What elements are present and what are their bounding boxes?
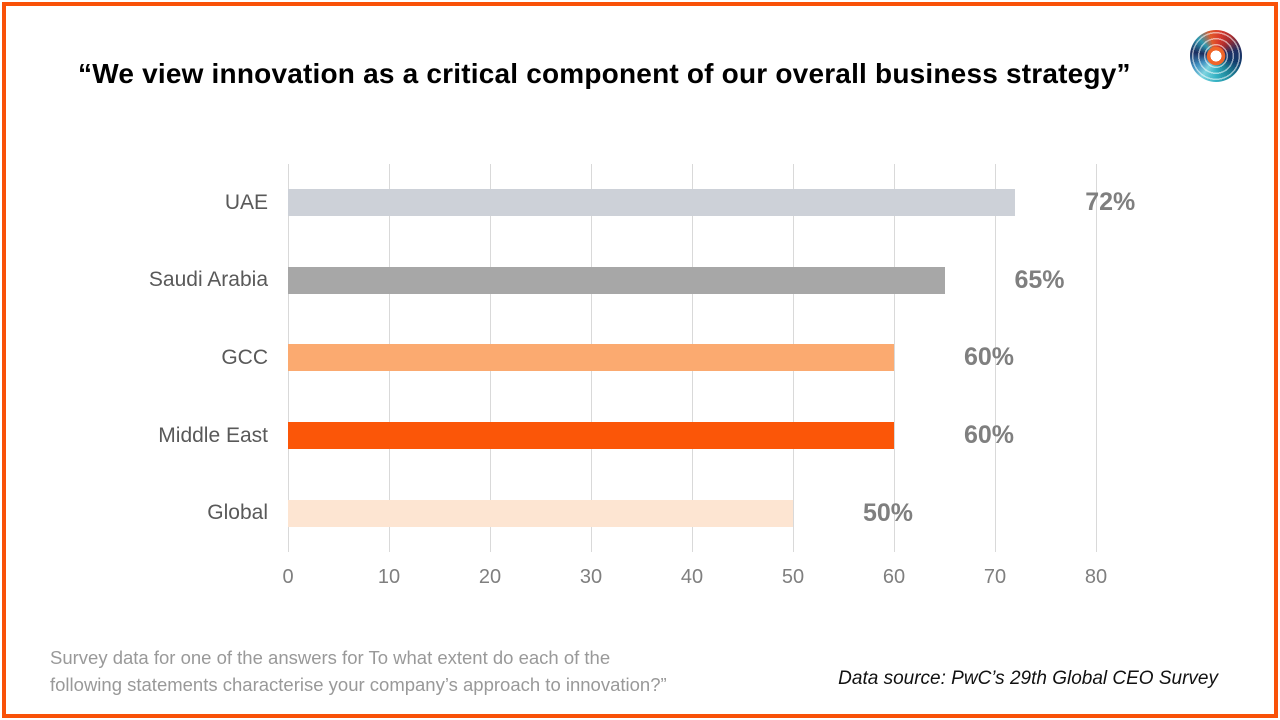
gridline-x-70	[995, 164, 996, 552]
bar-row-global: Global 50%	[207, 474, 1096, 552]
survey-footnote: Survey data for one of the answers for T…	[50, 647, 667, 695]
x-axis-tick-20: 20	[478, 566, 502, 588]
data-source-caption: Data source: PwC’s 29th Global CEO Surve…	[838, 668, 1218, 689]
x-axis-tick-0: 0	[282, 566, 294, 588]
bar	[288, 499, 793, 527]
category-label: Global	[207, 501, 268, 525]
category-label: Middle East	[158, 423, 268, 447]
category-label: UAE	[224, 190, 268, 214]
value-label: 60%	[964, 421, 1015, 450]
bar-chart-plot-area: 0 10 20 30 40 50 60 70 80 UAE 72% Saudi Arabia 65% GC…	[149, 164, 1135, 588]
bar	[288, 344, 894, 372]
category-label: Saudi Arabia	[148, 268, 268, 292]
category-label: GCC	[221, 345, 268, 369]
x-axis-tick-70: 70	[983, 566, 1007, 588]
bar	[288, 422, 894, 450]
x-axis-tick-30: 30	[579, 566, 603, 588]
x-axis-tick-40: 40	[680, 566, 704, 588]
concentric-swirl-logo-icon	[1190, 30, 1242, 82]
bar	[288, 266, 945, 294]
bar-row-saudi-arabia: Saudi Arabia 65%	[149, 242, 1096, 320]
x-axis-tick-10: 10	[377, 566, 401, 588]
value-label: 65%	[1014, 265, 1065, 294]
gridline-x-60	[894, 164, 895, 552]
value-label: 60%	[964, 343, 1015, 372]
bar	[288, 189, 1016, 217]
bar-row-gcc: GCC 60%	[221, 319, 1096, 397]
x-axis-tick-60: 60	[882, 566, 906, 588]
bar-row-middle-east: Middle East 60%	[158, 397, 1096, 475]
value-label: 50%	[863, 498, 914, 527]
x-axis-tick-80: 80	[1084, 566, 1108, 588]
chart-title: “We view innovation as a critical compon…	[78, 58, 1131, 89]
bar-row-uae: UAE 72%	[225, 164, 1135, 242]
gridline-x-80	[1096, 164, 1097, 552]
x-axis-tick-50: 50	[781, 566, 805, 588]
value-label: 72%	[1085, 188, 1136, 217]
